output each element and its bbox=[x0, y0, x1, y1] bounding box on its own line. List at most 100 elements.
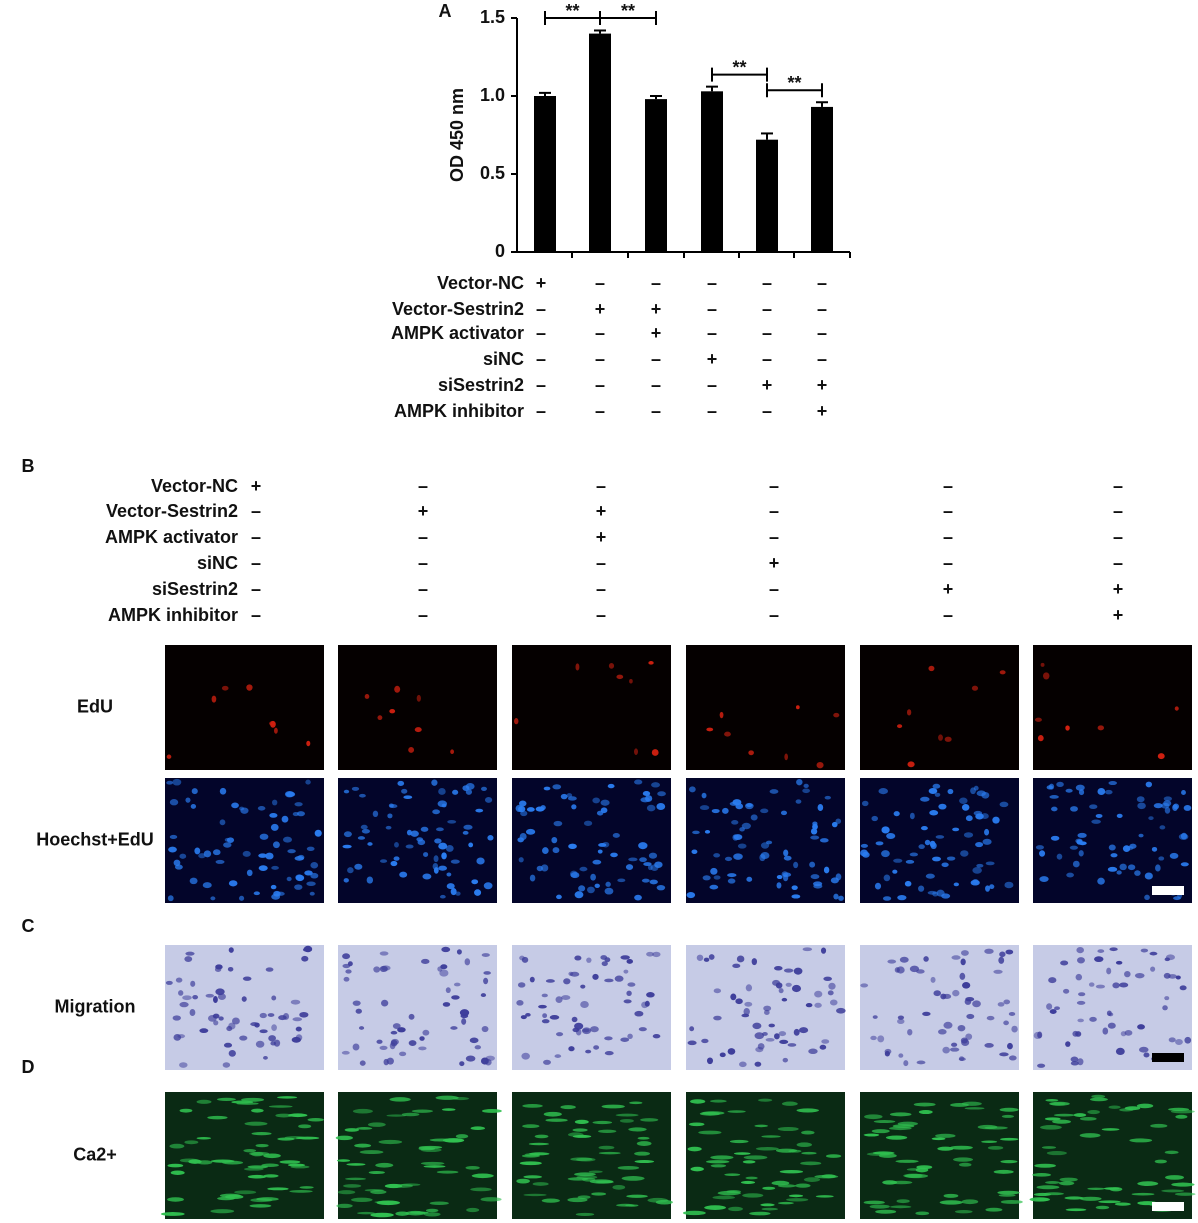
condition-sign: – bbox=[595, 323, 605, 343]
cell bbox=[483, 971, 491, 975]
cell bbox=[247, 1174, 267, 1179]
cell bbox=[545, 979, 555, 983]
condition-sign: + bbox=[817, 401, 828, 421]
cell bbox=[408, 747, 415, 753]
cell bbox=[377, 715, 383, 721]
cell bbox=[646, 951, 654, 957]
cell bbox=[1008, 1012, 1016, 1016]
cell bbox=[1011, 1025, 1018, 1033]
cell bbox=[1149, 951, 1158, 956]
cell bbox=[436, 827, 444, 832]
cell bbox=[273, 1039, 281, 1047]
cell bbox=[341, 1050, 350, 1055]
cell bbox=[271, 893, 281, 900]
cell bbox=[1148, 816, 1154, 821]
cell bbox=[1119, 863, 1127, 871]
cell bbox=[638, 842, 648, 850]
bar bbox=[534, 96, 556, 252]
cell bbox=[250, 1151, 264, 1157]
cell bbox=[722, 807, 729, 814]
micrograph bbox=[165, 945, 324, 1070]
cell bbox=[1065, 788, 1073, 793]
image-background bbox=[686, 645, 845, 770]
cell bbox=[1037, 1063, 1046, 1068]
cell bbox=[949, 1047, 960, 1052]
cell bbox=[765, 1037, 775, 1042]
cell bbox=[923, 956, 929, 962]
cell bbox=[601, 961, 608, 967]
cell bbox=[964, 1107, 985, 1110]
cell bbox=[160, 1212, 185, 1216]
cell bbox=[250, 1022, 259, 1027]
cell bbox=[869, 1204, 890, 1209]
cell bbox=[878, 788, 888, 795]
condition-sign: – bbox=[707, 401, 717, 421]
cell bbox=[976, 790, 986, 797]
cell bbox=[528, 1142, 549, 1146]
cell bbox=[705, 1160, 730, 1164]
cell bbox=[920, 826, 928, 831]
cell bbox=[167, 895, 174, 902]
condition-sign: – bbox=[769, 501, 779, 521]
cell bbox=[227, 967, 234, 972]
cell bbox=[343, 976, 350, 982]
cell bbox=[627, 1033, 633, 1039]
cell bbox=[242, 850, 251, 857]
condition-sign: + bbox=[762, 375, 773, 395]
cell bbox=[246, 684, 253, 691]
cell bbox=[464, 958, 471, 966]
cell bbox=[1108, 781, 1118, 786]
y-tick-label: 1.0 bbox=[480, 85, 505, 105]
cell bbox=[801, 1151, 817, 1155]
cell bbox=[754, 1061, 762, 1067]
cell bbox=[219, 819, 226, 826]
cell bbox=[185, 797, 191, 803]
cell bbox=[213, 1020, 219, 1026]
significance-bracket bbox=[711, 67, 768, 82]
cell bbox=[271, 865, 279, 870]
cell bbox=[166, 780, 174, 785]
cell bbox=[795, 799, 802, 804]
cell bbox=[253, 891, 260, 896]
micrograph bbox=[860, 945, 1019, 1070]
cell bbox=[572, 1134, 592, 1138]
cell bbox=[177, 1034, 186, 1039]
cell bbox=[771, 1180, 790, 1186]
cell bbox=[560, 1105, 576, 1110]
cell bbox=[590, 1026, 599, 1033]
cell bbox=[306, 846, 315, 851]
cell bbox=[815, 1195, 834, 1198]
cell bbox=[1175, 975, 1181, 980]
cell bbox=[864, 1114, 883, 1120]
cell bbox=[224, 837, 231, 842]
cell bbox=[816, 761, 824, 769]
cell bbox=[1032, 1173, 1052, 1177]
cell bbox=[741, 822, 751, 830]
cell bbox=[781, 997, 788, 1002]
image-background bbox=[860, 778, 1019, 903]
cell bbox=[992, 816, 1000, 824]
cell bbox=[724, 731, 731, 737]
cell bbox=[875, 1209, 897, 1214]
y-tick-label: 1.5 bbox=[480, 7, 505, 27]
cell bbox=[1003, 1020, 1009, 1026]
cell bbox=[833, 712, 840, 718]
cell bbox=[1124, 1029, 1133, 1036]
cell bbox=[292, 812, 300, 817]
cell bbox=[604, 1036, 613, 1041]
cell bbox=[598, 1129, 617, 1133]
significance-bracket bbox=[599, 11, 657, 25]
cell bbox=[831, 821, 838, 828]
cell bbox=[518, 800, 527, 807]
cell bbox=[903, 1060, 909, 1067]
cell bbox=[711, 808, 720, 814]
cell bbox=[456, 949, 462, 955]
condition-sign: + bbox=[707, 349, 718, 369]
cell bbox=[1175, 1114, 1188, 1119]
cell bbox=[636, 1141, 652, 1146]
cell bbox=[591, 1192, 607, 1196]
cell bbox=[1089, 1016, 1097, 1022]
cell bbox=[1040, 662, 1045, 667]
cell bbox=[590, 873, 596, 881]
cell bbox=[986, 1015, 995, 1021]
